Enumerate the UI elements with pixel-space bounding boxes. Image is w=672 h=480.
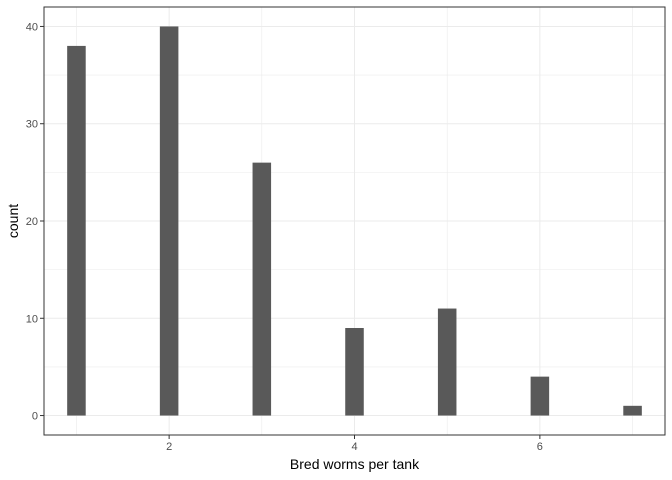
x-tick-label: 4 <box>351 441 357 453</box>
bar <box>345 328 364 416</box>
y-tick-label: 40 <box>26 21 38 33</box>
y-tick-label: 30 <box>26 119 38 131</box>
y-axis-title: count <box>5 204 21 238</box>
x-axis-ticks: 2 4 6 <box>166 435 543 453</box>
bar <box>437 308 457 416</box>
bars <box>67 26 642 416</box>
bar <box>159 26 179 416</box>
y-tick-label: 10 <box>26 313 38 325</box>
grid-major <box>44 7 665 435</box>
y-tick-label: 20 <box>26 216 38 228</box>
bar <box>67 45 86 416</box>
y-axis-ticks: 0 10 20 30 40 <box>26 21 44 423</box>
bar <box>252 162 272 416</box>
x-axis-title: Bred worms per tank <box>290 456 420 472</box>
x-tick-label: 2 <box>166 441 172 453</box>
bar <box>623 405 642 416</box>
y-tick-label: 0 <box>32 411 38 423</box>
x-tick-label: 6 <box>537 441 543 453</box>
bar <box>530 376 550 416</box>
